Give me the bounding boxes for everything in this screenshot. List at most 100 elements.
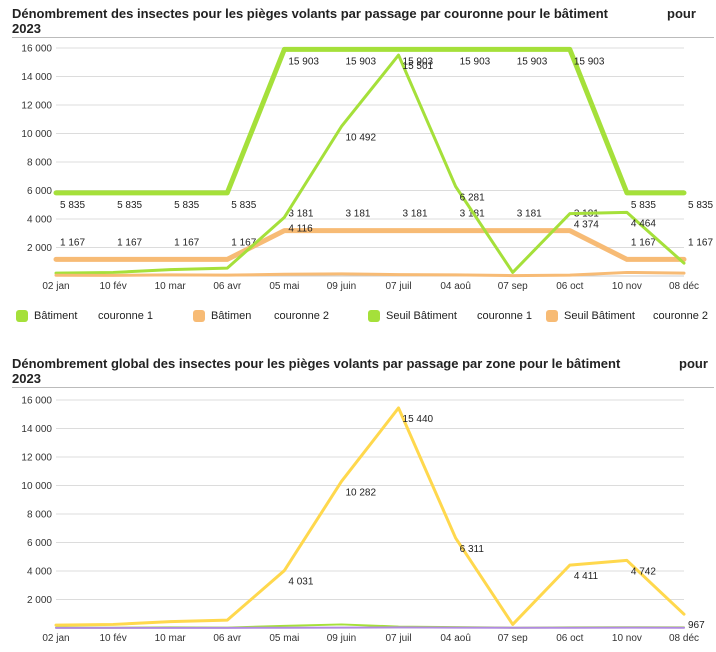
series-line [53, 46, 687, 196]
legend-label-suffix: couronne 2 [653, 310, 709, 322]
data-label: 15 903 [403, 56, 434, 67]
x-tick-label: 09 juin [327, 281, 356, 292]
x-tick-label: 02 jan [42, 281, 69, 292]
x-tick-label: 10 fév [99, 633, 126, 644]
data-label: 1 167 [688, 237, 713, 248]
data-label: 1 167 [231, 237, 256, 248]
x-tick-label: 04 aoû [440, 633, 471, 644]
data-label: 15 903 [517, 56, 548, 67]
legend-swatch [368, 310, 380, 322]
x-tick-label: 07 juil [385, 633, 411, 644]
data-labels: 4 031 10 282 15 440 6 311 4 411 4 742 967 [288, 414, 705, 631]
data-label: 3 181 [345, 209, 370, 220]
data-label: 10 282 [345, 487, 376, 498]
data-labels: 4 116 10 492 15 501 6 281 4 374 4 464 [288, 61, 656, 234]
data-label: 15 440 [403, 414, 434, 425]
data-label: 15 903 [345, 56, 376, 67]
y-tick-label: 8 000 [27, 158, 52, 169]
y-tick-label: 12 000 [21, 453, 52, 464]
x-tick-label: 10 nov [612, 281, 642, 292]
y-tick-label: 4 000 [27, 567, 52, 578]
series-line [54, 406, 686, 627]
data-label: 1 167 [631, 237, 656, 248]
legend-swatch [546, 310, 558, 322]
y-tick-label: 10 000 [21, 481, 52, 492]
data-label: 4 464 [631, 218, 656, 229]
data-label: 1 167 [117, 237, 142, 248]
data-label: 967 [688, 620, 705, 631]
data-label: 3 181 [403, 209, 428, 220]
legend-item-seuil-c2[interactable]: Seuil Bâtiment [546, 310, 635, 322]
chart1-plot: 2 000 4 000 6 000 8 000 10 000 12 000 14 000 16… [21, 44, 713, 293]
chart2-rule [12, 387, 714, 388]
data-label: 5 835 [117, 200, 142, 211]
legend-swatch [193, 310, 205, 322]
y-tick-label: 2 000 [27, 243, 52, 254]
y-tick-label: 10 000 [21, 129, 52, 140]
data-label: 5 835 [631, 200, 656, 211]
data-label: 15 501 [403, 61, 434, 72]
data-label: 4 031 [288, 577, 313, 588]
chart1-title-suffix: pour [667, 6, 696, 21]
x-tick-label: 06 avr [213, 633, 241, 644]
x-tick-label: 08 déc [669, 633, 699, 644]
chart2-title-suffix: pour [679, 356, 708, 371]
chart2-title: Dénombrement global des insectes pour le… [12, 356, 708, 386]
data-label: 4 374 [574, 220, 599, 231]
data-label: 1 167 [174, 237, 199, 248]
x-tick-label: 06 avr [213, 281, 241, 292]
chart2-title-text: Dénombrement global des insectes pour le… [12, 356, 621, 371]
legend-item-seuil-c1[interactable]: Seuil Bâtiment [368, 310, 457, 322]
data-label: 4 116 [288, 223, 313, 234]
x-tick-label: 10 mar [155, 633, 187, 644]
y-tick-label: 12 000 [21, 101, 52, 112]
legend-label: Seuil Bâtiment [564, 310, 635, 322]
chart1-title-text: Dénombrement des insectes pour les piège… [12, 6, 608, 21]
data-label: 5 835 [60, 200, 85, 211]
x-tick-label: 02 jan [42, 633, 69, 644]
legend-label: Bâtiment [34, 310, 78, 322]
data-label: 15 903 [288, 56, 319, 67]
legend-label-suffix: couronne 1 [98, 310, 154, 322]
y-tick-labels: 2 000 4 000 6 000 8 000 10 000 12 000 14 000 16… [21, 396, 52, 607]
y-tick-label: 6 000 [27, 186, 52, 197]
x-tick-labels: 02 jan 10 fév 10 mar 06 avr 05 mai 09 juin 07 … [42, 633, 699, 644]
x-tick-label: 06 oct [556, 281, 583, 292]
chart1-title-year: 2023 [12, 21, 41, 36]
x-tick-label: 07 juil [385, 281, 411, 292]
y-tick-label: 6 000 [27, 538, 52, 549]
y-tick-label: 8 000 [27, 510, 52, 521]
x-tick-label: 07 sep [498, 281, 528, 292]
x-tick-label: 10 nov [612, 633, 642, 644]
data-label: 6 281 [460, 192, 485, 203]
legend-label-suffix: couronne 2 [274, 310, 330, 322]
x-tick-label: 05 mai [269, 281, 299, 292]
data-label: 3 181 [288, 209, 313, 220]
legend-label: Bâtimen [211, 310, 252, 322]
x-tick-label: 10 mar [155, 281, 187, 292]
gridlines [56, 399, 684, 600]
data-label: 3 181 [517, 209, 542, 220]
data-label: 5 835 [174, 200, 199, 211]
y-tick-label: 16 000 [21, 44, 52, 55]
x-tick-label: 10 fév [99, 281, 126, 292]
series-line [53, 228, 687, 262]
x-tick-labels: 02 jan 10 fév 10 mar 06 avr 05 mai 09 juin 07 … [42, 281, 699, 292]
chart1-rule [12, 37, 714, 38]
y-tick-labels: 2 000 4 000 6 000 8 000 10 000 12 000 14 000 16… [21, 44, 52, 255]
chart1-title: Dénombrement des insectes pour les piège… [12, 6, 696, 36]
legend-item-batiment-c2[interactable]: Bâtimen [193, 310, 251, 322]
data-label: 4 742 [631, 566, 656, 577]
y-tick-label: 4 000 [27, 215, 52, 226]
x-tick-label: 04 aoû [440, 281, 471, 292]
data-label: 1 167 [60, 237, 85, 248]
y-tick-label: 16 000 [21, 396, 52, 407]
y-tick-label: 14 000 [21, 72, 52, 83]
legend-label-suffix: couronne 1 [477, 310, 533, 322]
chart2-title-year: 2023 [12, 371, 41, 386]
legend-item-batiment-c1[interactable]: Bâtiment [16, 310, 77, 322]
legend-swatch [16, 310, 28, 322]
y-tick-label: 14 000 [21, 424, 52, 435]
data-label: 15 903 [574, 56, 605, 67]
